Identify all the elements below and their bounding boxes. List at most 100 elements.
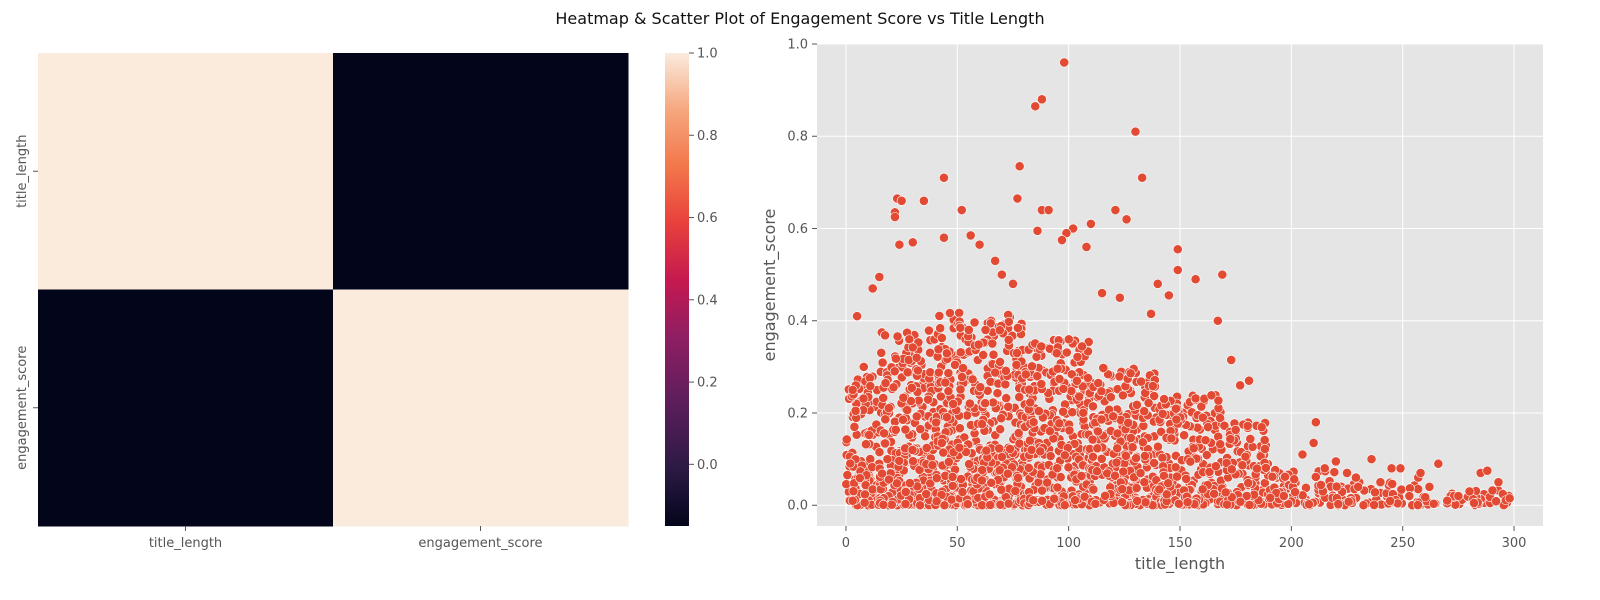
scatter-point <box>1149 458 1159 468</box>
scatter-point <box>841 434 852 445</box>
scatter-point <box>883 403 894 414</box>
scatter-point <box>1125 433 1136 443</box>
scatter-point <box>1059 500 1070 511</box>
scatter-point <box>894 239 905 250</box>
scatter-point <box>977 419 987 429</box>
scatter-point <box>1220 487 1231 498</box>
scatter-point <box>892 478 902 489</box>
scatter-point <box>867 484 878 495</box>
scatter-point <box>939 500 950 511</box>
scatter-point <box>955 384 966 395</box>
scatter-point <box>1152 278 1163 289</box>
scatter-point <box>1121 214 1132 225</box>
scatter-point <box>1132 495 1143 506</box>
scatter-point <box>1096 414 1107 425</box>
scatter-point <box>1052 482 1063 493</box>
scatter-point <box>1226 464 1237 475</box>
scatter-point <box>934 311 945 321</box>
scatter-point <box>943 368 954 378</box>
scatter-point <box>1215 413 1225 423</box>
scatter-point <box>1037 94 1047 105</box>
scatter-point <box>1212 315 1223 326</box>
y-axis-label: engagement_score <box>760 209 780 362</box>
scatter-point <box>900 499 911 509</box>
scatter-point <box>911 411 922 422</box>
scatter-point <box>1370 487 1380 498</box>
scatter-point <box>995 424 1006 435</box>
scatter-point <box>1013 472 1023 483</box>
scatter-point <box>1011 359 1022 370</box>
heatmap-cell <box>333 289 629 527</box>
scatter-point <box>1005 444 1015 454</box>
scatter-point <box>1137 437 1148 448</box>
scatter-point <box>1185 456 1196 467</box>
scatter-point <box>1105 392 1116 403</box>
scatter-point <box>1059 450 1070 461</box>
scatter-point <box>1131 483 1142 494</box>
scatter-point <box>1070 495 1080 506</box>
scatter-point <box>935 323 946 334</box>
scatter-point <box>1033 406 1044 416</box>
scatter-point <box>1147 381 1158 391</box>
colorbar-tick-label: 0.2 <box>697 376 718 391</box>
scatter-point <box>874 447 885 458</box>
scatter-point <box>1037 495 1048 506</box>
scatter-point <box>1086 218 1096 229</box>
scatter-point <box>1163 478 1174 489</box>
heatmap-cell <box>333 53 629 290</box>
scatter-point <box>1001 393 1012 404</box>
scatter-point <box>996 413 1007 424</box>
scatter-point <box>1413 484 1424 494</box>
x-tick-label: 250 <box>1390 536 1415 551</box>
scatter-point <box>1025 435 1035 446</box>
scatter-point <box>1153 441 1163 452</box>
scatter-point <box>1074 391 1085 402</box>
scatter-point <box>1003 334 1014 345</box>
scatter-point <box>891 353 901 364</box>
scatter-point <box>878 393 889 403</box>
scatter-point <box>874 272 885 282</box>
scatter-point <box>1012 348 1022 358</box>
scatter-point <box>1353 481 1364 492</box>
scatter-point <box>954 307 965 318</box>
scatter-point <box>880 330 890 341</box>
scatter-point <box>939 172 949 183</box>
scatter-point <box>878 499 889 510</box>
scatter-point <box>889 366 900 377</box>
colorbar-tick-label: 1.0 <box>697 47 718 62</box>
scatter-point <box>1157 452 1168 463</box>
scatter-point <box>1059 57 1070 68</box>
scatter-point <box>1182 497 1193 508</box>
scatter-point <box>1197 484 1208 495</box>
scatter-point <box>852 311 862 322</box>
scatter-point <box>1118 390 1128 401</box>
scatter-point <box>1052 463 1063 474</box>
scatter-point <box>1092 443 1103 454</box>
scatter-point <box>877 468 887 479</box>
scatter-point <box>1063 334 1074 345</box>
scatter-point <box>896 195 907 206</box>
scatter-point <box>933 367 944 378</box>
scatter-point <box>859 497 870 508</box>
scatter-point <box>1297 449 1308 460</box>
scatter-point <box>931 473 942 483</box>
x-tick-label: 100 <box>1056 536 1081 551</box>
scatter-point <box>1092 466 1102 477</box>
scatter-point <box>1131 453 1141 464</box>
scatter-point <box>1054 374 1065 384</box>
scatter-point <box>1240 451 1251 462</box>
scatter-point <box>1110 205 1121 215</box>
scatter-point <box>1235 380 1246 391</box>
scatter-point <box>1023 462 1034 473</box>
scatter-point <box>1118 466 1129 477</box>
scatter-point <box>1083 372 1093 383</box>
y-tick-label: 0.6 <box>787 222 808 237</box>
x-tick-label: 150 <box>1168 536 1193 551</box>
scatter-point <box>962 499 973 509</box>
scatter-point <box>1114 292 1125 303</box>
scatter-point <box>947 471 958 482</box>
scatter-point <box>1058 406 1068 417</box>
scatter-point <box>977 475 987 486</box>
scatter-point <box>1098 363 1109 373</box>
